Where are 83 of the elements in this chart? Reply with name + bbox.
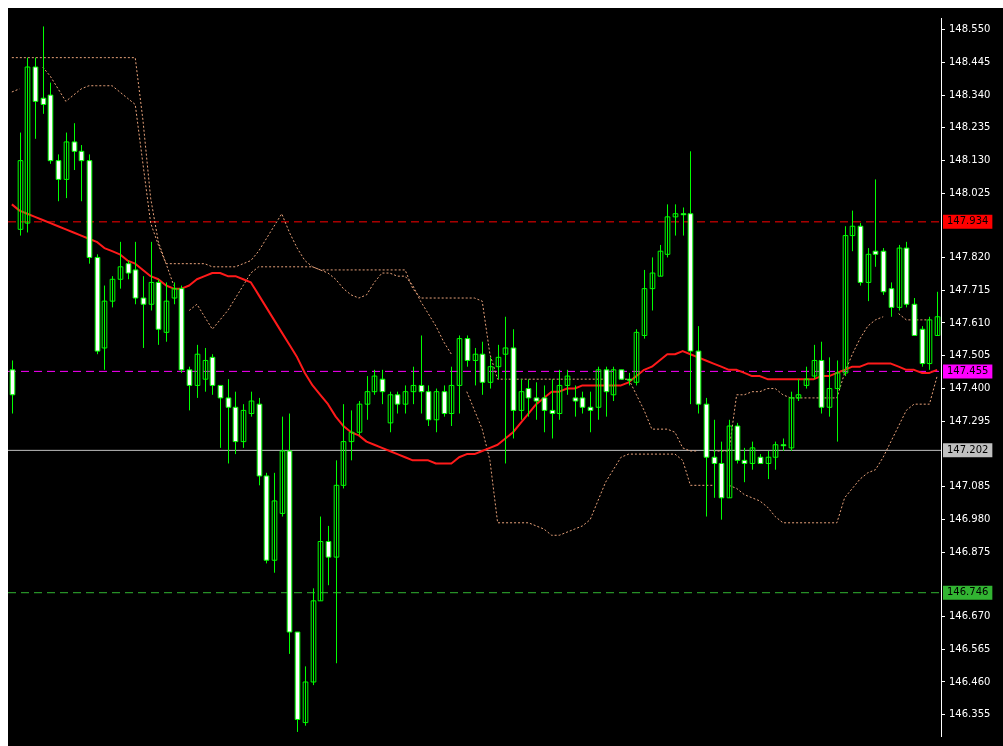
y-tick-label: 146.980 (949, 513, 991, 525)
candlestick (310, 587, 317, 686)
y-tick-label: 148.340 (949, 88, 991, 100)
candlestick (749, 441, 756, 471)
ref-line-label: 147.455 (947, 364, 989, 376)
candlestick (633, 328, 640, 386)
candlestick (811, 344, 818, 380)
candlestick (148, 241, 155, 312)
candlestick (502, 316, 509, 464)
candlestick (487, 356, 494, 390)
candlestick (564, 369, 571, 396)
candlestick (495, 344, 502, 380)
candlestick (194, 344, 201, 399)
y-tick-label: 146.875 (949, 546, 991, 558)
candlestick (356, 400, 363, 436)
y-tick-label: 146.460 (949, 675, 991, 687)
candlestick (24, 57, 31, 233)
candlestick (826, 356, 833, 418)
candlestick (595, 366, 602, 421)
ref-line-label: 146.746 (947, 586, 989, 598)
y-tick-label: 148.550 (949, 23, 991, 35)
candlestick (765, 450, 772, 480)
candlestick (248, 391, 255, 418)
candlestick (456, 334, 463, 415)
y-tick-label: 147.715 (949, 283, 991, 295)
candlestick (279, 416, 286, 518)
candlestick (163, 281, 170, 343)
y-tick-label: 147.085 (949, 480, 991, 492)
y-tick-label: 147.505 (949, 349, 991, 361)
candlestick (803, 366, 810, 390)
y-tick-label: 147.820 (949, 251, 991, 263)
candlestick (641, 269, 648, 340)
y-tick-label: 147.295 (949, 414, 991, 426)
candlestick (387, 391, 394, 433)
candlestick (865, 247, 872, 302)
candlestick (171, 281, 178, 305)
y-tick-label: 146.565 (949, 642, 991, 654)
candlestick (271, 472, 278, 574)
candlestick (340, 403, 347, 489)
candlestick (302, 665, 309, 727)
candlestick (448, 366, 455, 427)
candlestick (788, 391, 795, 452)
candlestick (726, 419, 733, 499)
candlestick (402, 384, 409, 415)
ref-line-label: 147.202 (947, 443, 989, 455)
candlestick (117, 241, 124, 290)
candlestick (433, 388, 440, 433)
candlestick (926, 316, 933, 371)
candlestick (896, 244, 903, 312)
y-tick-label: 148.130 (949, 154, 991, 166)
candlestick (664, 203, 671, 258)
candlestick (772, 441, 779, 471)
candlestick (348, 409, 355, 461)
candlestick (795, 378, 802, 402)
candlestick (518, 378, 525, 421)
candlestick (101, 285, 108, 371)
y-tick-label: 148.445 (949, 55, 991, 67)
candlestick (371, 369, 378, 396)
candlestick (240, 403, 247, 449)
candlestick (17, 132, 24, 237)
candlestick (672, 203, 679, 237)
y-tick-label: 146.670 (949, 610, 991, 622)
y-tick-label: 148.235 (949, 121, 991, 133)
candlestick (834, 359, 841, 443)
y-tick-label: 148.025 (949, 187, 991, 199)
candlestick (410, 366, 417, 405)
ref-line-label: 147.934 (947, 215, 989, 227)
candlestick (317, 516, 324, 602)
candlestick (63, 132, 70, 199)
y-tick-label: 147.610 (949, 316, 991, 328)
candlestick (849, 210, 856, 252)
candlestick (364, 375, 371, 421)
candlestick (556, 369, 563, 421)
candlestick (472, 347, 479, 386)
y-tick-label: 146.355 (949, 708, 991, 720)
candlestick (202, 347, 209, 393)
candlestick (333, 459, 340, 664)
candlestick (649, 256, 656, 312)
candlestick (610, 366, 617, 402)
y-tick-label: 147.400 (949, 382, 991, 394)
candlestick (657, 244, 664, 277)
candlestick (842, 225, 849, 377)
candlestick (109, 275, 116, 308)
